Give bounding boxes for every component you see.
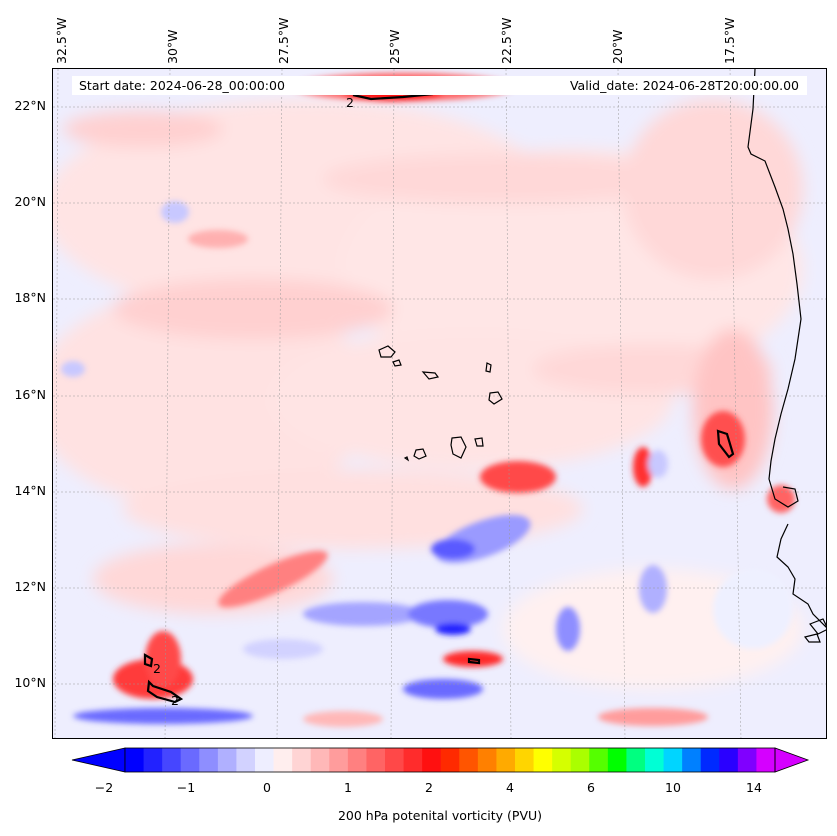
lat-label-4: 16°N xyxy=(14,387,46,402)
island-sao-nicolau xyxy=(421,371,440,380)
lat-label-2: 20°N xyxy=(14,194,46,209)
colorbar-swatch xyxy=(682,748,702,772)
colorbar-tick-8: 10 xyxy=(665,780,681,795)
graticule xyxy=(53,69,826,738)
colorbar-swatch xyxy=(589,748,609,772)
pv-field-map: 2 2 2 xyxy=(53,69,826,738)
island-brava xyxy=(403,456,410,462)
lon-label-4: 25°W xyxy=(387,29,402,64)
contour-southwest-1 xyxy=(146,679,184,704)
colorbar-swatch xyxy=(236,748,256,772)
colorbar-swatch xyxy=(570,748,590,772)
contour-south-center xyxy=(467,657,481,665)
guinea-bissau-coast xyxy=(776,523,826,628)
colorbar-swatch xyxy=(645,748,665,772)
colorbar-swatch xyxy=(477,748,497,772)
island-sao-vicente xyxy=(392,359,402,367)
island-santo-antao xyxy=(378,345,396,358)
colorbar-tick-9: 14 xyxy=(746,780,762,795)
contour-label-top: 2 xyxy=(346,95,354,110)
colorbar-swatch xyxy=(125,748,145,772)
colorbar-swatch xyxy=(310,748,330,772)
pv-contours-2pvu xyxy=(143,92,735,704)
colorbar-tick-5: 2 xyxy=(425,780,433,795)
contour-southwest-2 xyxy=(143,653,154,668)
colorbar-swatch xyxy=(180,748,200,772)
colorbar-swatch xyxy=(255,748,275,772)
lon-label-6: 20°W xyxy=(610,29,625,64)
colorbar-tick-6: 4 xyxy=(506,780,514,795)
colorbar-swatch xyxy=(663,748,683,772)
colorbar-swatch xyxy=(737,748,757,772)
colorbar-tick-2: −1 xyxy=(176,780,196,795)
island-boa-vista xyxy=(488,391,503,405)
colorbar-swatch xyxy=(422,748,442,772)
colorbar-title: 200 hPa potenital vorticity (PVU) xyxy=(337,808,543,823)
colorbar-tick-7: 6 xyxy=(587,780,595,795)
colorbar-swatch xyxy=(217,748,237,772)
colorbar-swatch xyxy=(329,748,349,772)
colorbar-tick-4: 1 xyxy=(344,780,352,795)
island-maio xyxy=(474,437,484,447)
lat-label-7: 10°N xyxy=(14,675,46,690)
contour-coast xyxy=(716,429,735,459)
colorbar-tick-3: 0 xyxy=(263,780,271,795)
lon-label-7: 17.5°W xyxy=(722,17,737,64)
colorbar-swatch xyxy=(199,748,219,772)
colorbar-swatch xyxy=(403,748,423,772)
colorbar-swatch xyxy=(515,748,535,772)
start-date-label: Start date: 2024-06-28_00:00:00 xyxy=(79,78,285,93)
colorbar-swatch xyxy=(719,748,739,772)
colorbar-swatch xyxy=(143,748,163,772)
colorbar-swatch xyxy=(162,748,182,772)
colorbar-swatch xyxy=(533,748,553,772)
colorbar-tick-1: −2 xyxy=(94,780,114,795)
coastlines xyxy=(378,69,826,643)
map-panel: 2 2 2 xyxy=(52,68,827,739)
colorbar-frame xyxy=(124,747,776,773)
lon-label-3: 27.5°W xyxy=(276,17,291,64)
colorbar-swatch xyxy=(347,748,367,772)
colorbar-swatch xyxy=(756,748,776,772)
colorbar-swatch xyxy=(366,748,386,772)
colorbar-swatch xyxy=(459,748,479,772)
bissagos-island-1 xyxy=(809,618,826,635)
contour-top xyxy=(352,92,434,101)
colorbar-extend-low xyxy=(71,747,126,773)
pv-shading-broad xyxy=(53,99,803,689)
colorbar-swatch xyxy=(385,748,405,772)
lat-label-1: 22°N xyxy=(14,98,46,113)
colorbar-swatch xyxy=(496,748,516,772)
colorbar-swatch xyxy=(440,748,460,772)
lon-label-5: 22.5°W xyxy=(499,17,514,64)
lat-label-6: 12°N xyxy=(14,579,46,594)
date-info-box: Start date: 2024-06-28_00:00:00 Valid_da… xyxy=(72,76,807,95)
colorbar xyxy=(71,747,810,773)
colorbar-swatch xyxy=(607,748,627,772)
bissagos-island-2 xyxy=(803,633,821,643)
colorbar-swatch xyxy=(626,748,646,772)
colorbar-extend-high xyxy=(774,747,810,773)
west-africa-coast xyxy=(747,69,802,508)
island-sal xyxy=(485,362,492,373)
lat-label-3: 18°N xyxy=(14,290,46,305)
colorbar-swatch xyxy=(552,748,572,772)
lat-label-5: 14°N xyxy=(14,483,46,498)
colorbar-swatch xyxy=(292,748,312,772)
contour-label-sw-1: 2 xyxy=(153,661,161,676)
colorbar-swatch xyxy=(273,748,293,772)
island-santiago xyxy=(450,436,467,459)
lon-label-2: 30°W xyxy=(165,29,180,64)
island-fogo xyxy=(413,448,427,460)
lon-label-1: 32.5°W xyxy=(54,17,69,64)
contour-label-sw-2: 2 xyxy=(171,693,179,708)
valid-date-label: Valid_date: 2024-06-28T20:00:00.00 xyxy=(569,78,799,93)
colorbar-swatch xyxy=(700,748,720,772)
